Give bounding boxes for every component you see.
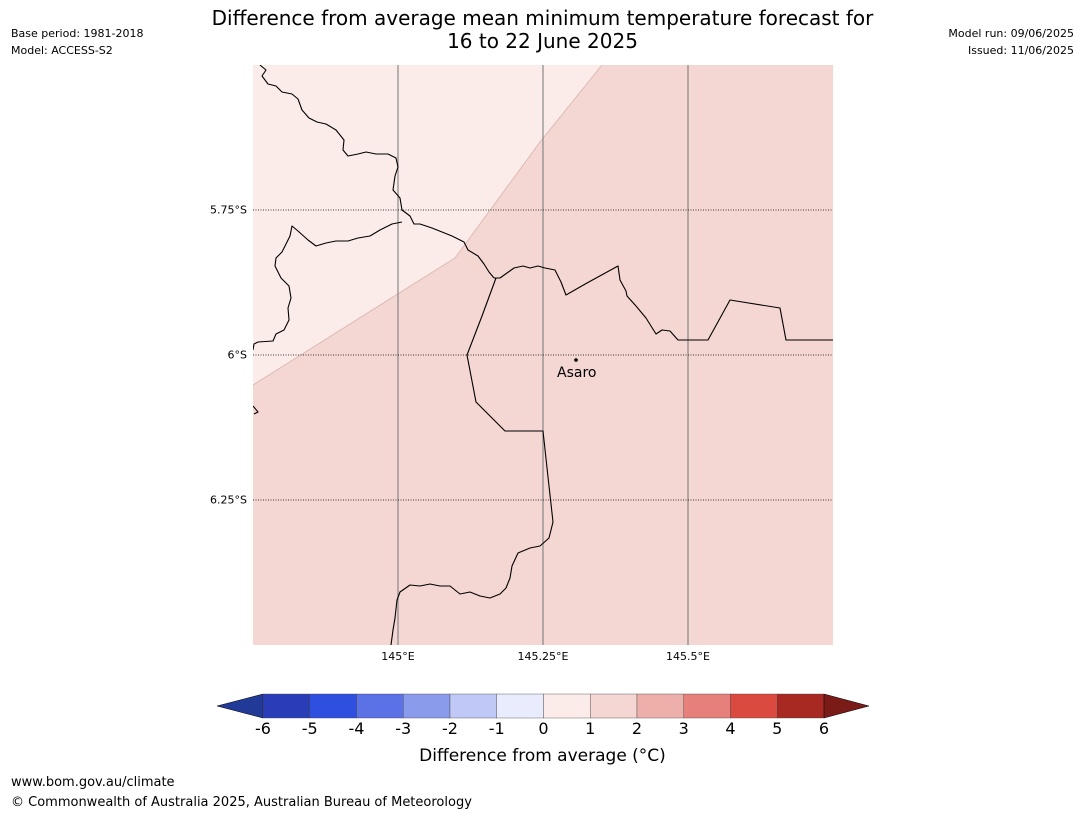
lat-label-5-75s: 5.75°S: [210, 203, 247, 217]
colorbar-segment: [356, 693, 404, 719]
boundary-south: [390, 277, 554, 645]
colorbar-tick-label: 5: [772, 719, 783, 738]
meta-right: Model run: 09/06/2025 Issued: 11/06/2025: [948, 25, 1074, 59]
region-0-to-1: [253, 65, 602, 385]
boundary-north: [259, 65, 495, 279]
colorbar-tick-label: 1: [585, 719, 596, 738]
town-marker-asaro: [574, 358, 578, 362]
boundary-west-stub: [253, 405, 259, 415]
colorbar-tick-label: -3: [395, 719, 412, 738]
issued-text: Issued: 11/06/2025: [967, 44, 1074, 57]
colorbar-tick-label: -1: [488, 719, 505, 738]
lat-label-6-25s: 6.25°S: [210, 493, 247, 507]
colorbar-tick-label: -2: [442, 719, 458, 738]
lon-label-145-25e: 145.25°E: [517, 650, 569, 663]
colorbar-tick-label: 6: [818, 719, 830, 738]
map-area: [253, 65, 833, 645]
lat-label-6s: 6°S: [227, 348, 247, 362]
map-title-line1: Difference from average mean minimum tem…: [211, 6, 874, 30]
lon-label-145-5e: 145.5°E: [666, 650, 710, 663]
contour-edge: [253, 65, 603, 386]
base-period-text: Base period: 1981-2018: [11, 27, 144, 40]
colorbar-segment: [590, 693, 638, 719]
province-boundaries: [253, 65, 833, 645]
colorbar-tick-label: 3: [678, 719, 689, 738]
colorbar-segment: [543, 693, 591, 719]
colorbar-min-extension: [216, 693, 264, 719]
colorbar-tick-label: -5: [301, 719, 318, 738]
colorbar-max-extension: [823, 693, 870, 719]
model-text: Model: ACCESS-S2: [11, 44, 113, 57]
footer-copyright: © Commonwealth of Australia 2025, Austra…: [11, 795, 472, 810]
colorbar-segment: [449, 693, 497, 719]
colorbar-tick-label: 4: [725, 719, 736, 738]
colorbar-tick-label: -6: [255, 719, 271, 738]
colorbar-segment: [403, 693, 451, 719]
colorbar: [216, 693, 870, 719]
colorbar-tick-label: 2: [631, 719, 643, 738]
colorbar-label: Difference from average (°C): [419, 746, 666, 766]
boundary-central: [494, 265, 833, 341]
boundary-northwest: [253, 221, 403, 351]
model-run-text: Model run: 09/06/2025: [948, 27, 1074, 40]
colorbar-segment: [730, 693, 778, 719]
lon-label-145e: 145°E: [381, 650, 415, 663]
colorbar-tick-label: 0: [538, 719, 549, 738]
footer-url: www.bom.gov.au/climate: [11, 775, 175, 790]
colorbar-segment: [636, 693, 684, 719]
town-label-asaro: Asaro: [557, 365, 597, 381]
colorbar-tick-label: -4: [348, 719, 365, 738]
map-title: Difference from average mean minimum tem…: [0, 7, 1085, 53]
colorbar-segment: [496, 693, 544, 719]
colorbar-segment: [777, 693, 825, 719]
colorbar-segments: [262, 693, 825, 719]
map-title-line2: 16 to 22 June 2025: [447, 29, 638, 53]
colorbar-segment: [262, 693, 310, 719]
colorbar-segment: [309, 693, 357, 719]
meta-left: Base period: 1981-2018 Model: ACCESS-S2: [11, 25, 143, 59]
colorbar-segment: [683, 693, 731, 719]
